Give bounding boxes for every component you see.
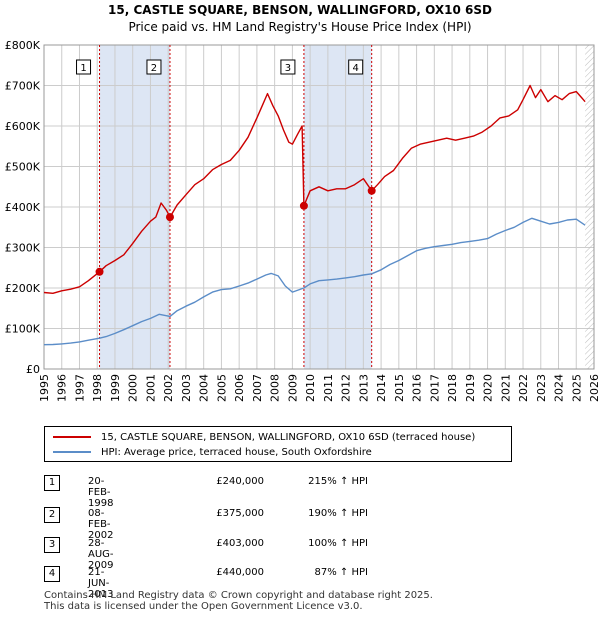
y-tick-label: £100K: [5, 323, 41, 336]
x-tick-label: 2011: [322, 374, 335, 402]
x-tick-label: 2005: [215, 374, 228, 402]
x-tick-label: 2018: [446, 374, 459, 402]
sale-label: 1: [80, 63, 86, 74]
sale-label-box: [146, 59, 162, 75]
sale-label: 2: [151, 63, 157, 74]
x-tick-label: 2006: [233, 374, 246, 402]
future-hatch-area: [585, 45, 594, 369]
x-tick-label: 1998: [91, 374, 104, 402]
x-tick-label: 1999: [109, 374, 122, 402]
x-tick-label: 2012: [340, 374, 353, 402]
x-tick-label: 2003: [180, 374, 193, 402]
sale-label-box: [280, 59, 296, 75]
legend-hpi-label: HPI: Average price, terraced house, Sout…: [101, 446, 372, 458]
transaction-hpi-change: 215% ↑ HPI: [308, 476, 368, 487]
legend-hpi-swatch: [53, 451, 91, 453]
x-tick-label: 2021: [499, 374, 512, 402]
x-tick-label: 2002: [162, 374, 175, 402]
x-tick-label: 2015: [393, 374, 406, 402]
transaction-price: £240,000: [216, 476, 264, 487]
legend-item-property: 15, CASTLE SQUARE, BENSON, WALLINGFORD, …: [53, 430, 475, 444]
x-tick-label: 2013: [357, 374, 370, 402]
hpi-line: [43, 217, 586, 346]
transaction-number: 3: [44, 537, 60, 553]
x-tick-label: 2026: [588, 374, 600, 402]
x-tick-label: 2017: [428, 374, 441, 402]
x-tick-label: 2025: [570, 374, 583, 402]
sale-label-box: [76, 59, 92, 75]
y-tick-label: £200K: [5, 282, 41, 295]
footer-copyright: Contains HM Land Registry data © Crown c…: [44, 590, 433, 601]
transaction-date: 20-FEB-1998: [88, 476, 114, 509]
y-tick-label: £600K: [5, 120, 41, 133]
x-tick-label: 2022: [517, 374, 530, 402]
sale-point: [165, 213, 174, 222]
legend-property-swatch: [53, 436, 91, 438]
x-tick-label: 2009: [286, 374, 299, 402]
x-tick-label: 1996: [56, 374, 69, 402]
x-tick-label: 2010: [304, 374, 317, 402]
x-tick-label: 2004: [198, 374, 211, 402]
transaction-number: 2: [44, 507, 60, 523]
chart-title: 15, CASTLE SQUARE, BENSON, WALLINGFORD, …: [108, 3, 492, 17]
sale-label: 3: [285, 63, 291, 74]
x-tick-label: 2016: [411, 374, 424, 402]
transaction-hpi-change: 87% ↑ HPI: [314, 567, 368, 578]
x-tick-label: 2020: [482, 374, 495, 402]
transaction-date: 08-FEB-2002: [88, 508, 114, 541]
x-tick-label: 2008: [269, 374, 282, 402]
y-tick-label: £300K: [5, 242, 41, 255]
legend-item-hpi: HPI: Average price, terraced house, Sout…: [53, 445, 372, 459]
footer: Contains HM Land Registry data © Crown c…: [44, 590, 433, 612]
y-tick-label: £800K: [5, 39, 41, 52]
x-tick-label: 2024: [553, 374, 566, 402]
chart-legend: 15, CASTLE SQUARE, BENSON, WALLINGFORD, …: [44, 426, 512, 462]
transaction-price: £440,000: [216, 567, 264, 578]
plot-frame: [43, 44, 595, 370]
sale-label-box: [348, 59, 364, 75]
x-tick-label: 1997: [73, 374, 86, 402]
transaction-price: £403,000: [216, 538, 264, 549]
transaction-hpi-change: 100% ↑ HPI: [308, 538, 368, 549]
x-tick-label: 2000: [127, 374, 140, 402]
x-tick-label: 1995: [38, 374, 51, 402]
transaction-hpi-change: 190% ↑ HPI: [308, 508, 368, 519]
sale-point: [367, 186, 376, 195]
price-chart: 15, CASTLE SQUARE, BENSON, WALLINGFORD, …: [5, 3, 600, 402]
legend-property-label: 15, CASTLE SQUARE, BENSON, WALLINGFORD, …: [101, 431, 476, 443]
y-tick-label: £500K: [5, 161, 41, 174]
y-tick-label: £400K: [5, 201, 41, 214]
y-tick-label: £700K: [5, 80, 41, 93]
x-tick-label: 2007: [251, 374, 264, 402]
transaction-date: 28-AUG-2009: [88, 538, 114, 571]
transaction-date: 21-JUN-2013: [88, 567, 114, 600]
transaction-price: £375,000: [216, 508, 264, 519]
sale-point: [299, 201, 308, 210]
sale-label: 4: [353, 63, 359, 74]
y-tick-label: £0: [26, 363, 40, 376]
x-tick-label: 2001: [144, 374, 157, 402]
transaction-number: 1: [44, 475, 60, 491]
x-tick-label: 2023: [535, 374, 548, 402]
footer-license: This data is licensed under the Open Gov…: [44, 601, 363, 612]
x-tick-label: 2014: [375, 374, 388, 402]
chart-subtitle: Price paid vs. HM Land Registry's House …: [128, 20, 471, 34]
sale-point: [95, 267, 104, 276]
transaction-number: 4: [44, 566, 60, 582]
x-tick-label: 2019: [464, 374, 477, 402]
